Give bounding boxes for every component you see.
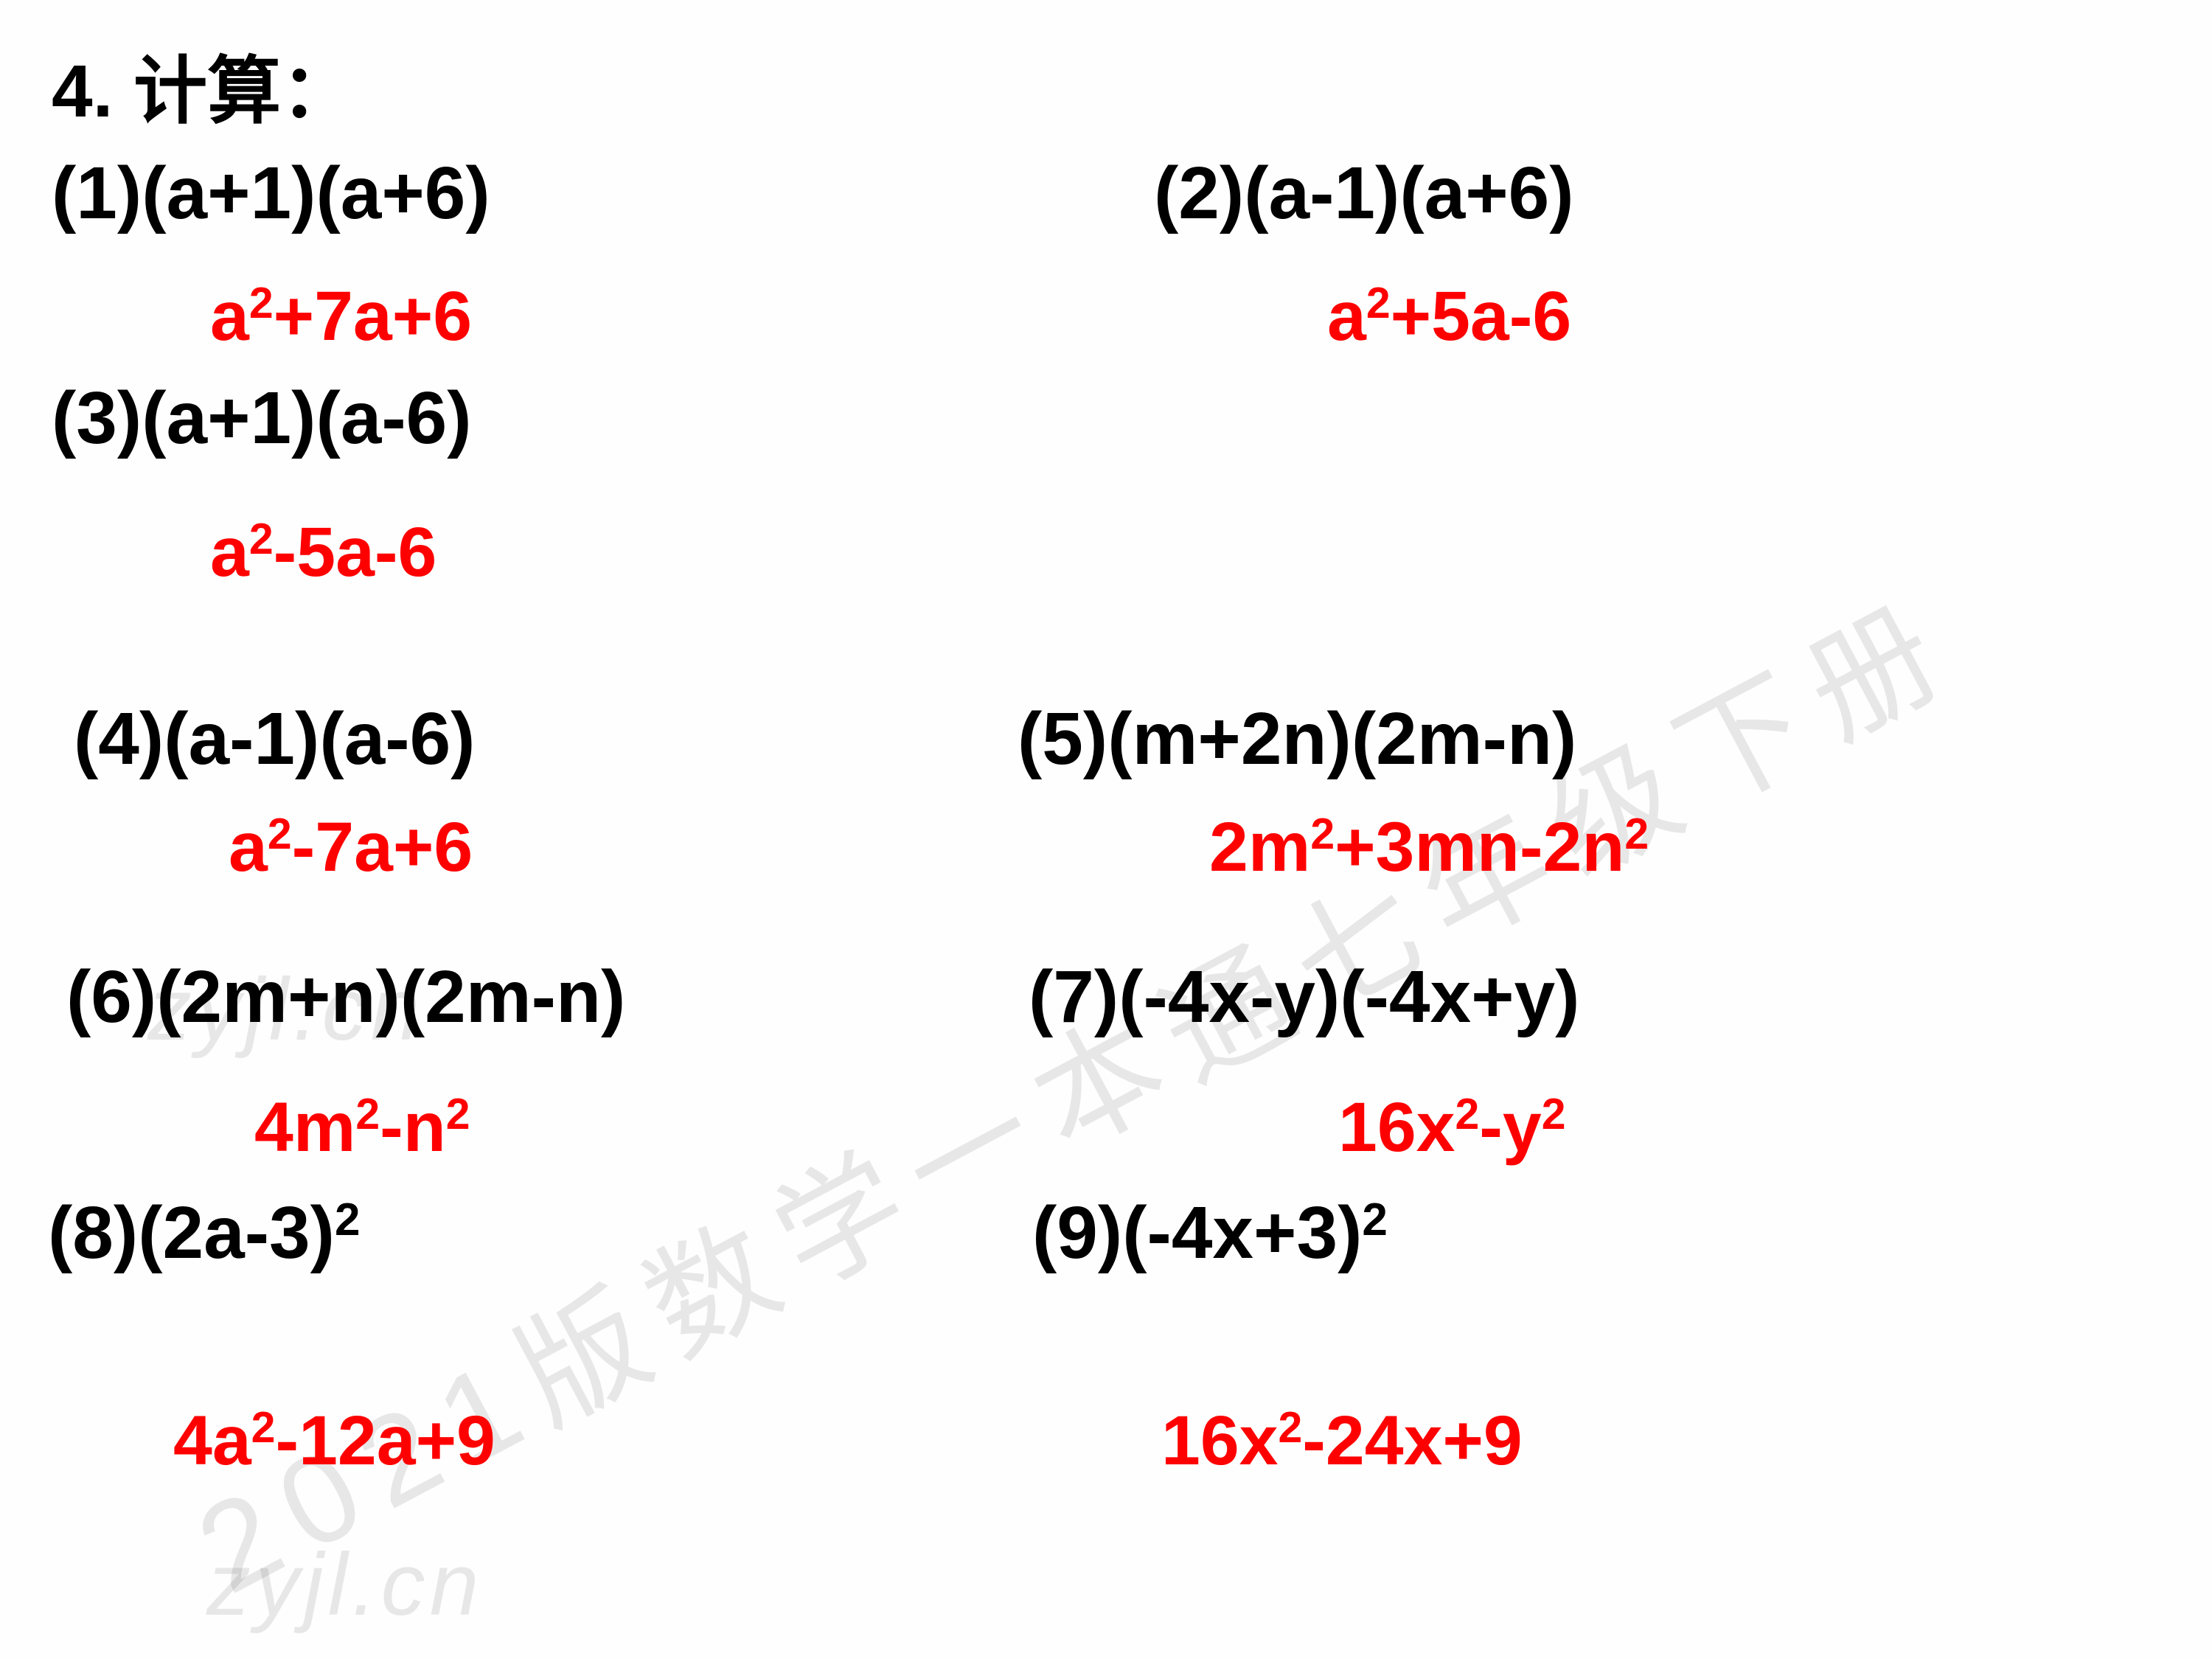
- problem-expression: (m+2n)(2m-n): [1107, 698, 1576, 780]
- problem-1: (1)(a+1)(a+6): [52, 151, 490, 236]
- answer-3: a2-5a-6: [210, 512, 437, 593]
- problem-number: (2): [1154, 152, 1244, 234]
- answer-8: 4a2-12a+9: [173, 1401, 495, 1481]
- problem-expression: (-4x+3)2: [1122, 1192, 1388, 1274]
- problem-expression: (2m+n)(2m-n): [156, 956, 625, 1038]
- watermark-url-2: zyjl.cn: [206, 1534, 483, 1635]
- problem-expression: (a-1)(a+6): [1244, 152, 1573, 234]
- problem-expression: (a+1)(a-6): [142, 377, 471, 459]
- answer-1: a2+7a+6: [210, 276, 472, 357]
- problem-2: (2)(a-1)(a+6): [1154, 151, 1574, 236]
- problem-number: (7): [1029, 956, 1119, 1038]
- problem-expression: (a-1)(a-6): [164, 698, 475, 780]
- problem-9: (9)(-4x+3)2: [1032, 1191, 1388, 1276]
- answer-6: 4m2-n2: [254, 1088, 470, 1168]
- problem-number: (9): [1032, 1192, 1122, 1274]
- answer-7: 16x2-y2: [1338, 1088, 1566, 1168]
- problem-4: (4)(a-1)(a-6): [74, 697, 475, 782]
- problem-number: (1): [52, 152, 142, 234]
- problem-7: (7)(-4x-y)(-4x+y): [1029, 955, 1579, 1040]
- problem-expression: (2a-3)2: [138, 1192, 360, 1274]
- problem-3: (3)(a+1)(a-6): [52, 376, 472, 461]
- problem-number: (5): [1018, 698, 1107, 780]
- problem-expression: (-4x-y)(-4x+y): [1119, 956, 1579, 1038]
- problem-number: (3): [52, 377, 142, 459]
- problem-number: (6): [66, 956, 156, 1038]
- answer-9: 16x2-24x+9: [1161, 1401, 1523, 1481]
- answer-4: a2-7a+6: [229, 807, 473, 888]
- answer-2: a2+5a-6: [1327, 276, 1571, 357]
- problem-number: (4): [74, 698, 164, 780]
- answer-5: 2m2+3mn-2n2: [1209, 807, 1649, 888]
- problem-8: (8)(2a-3)2: [48, 1191, 360, 1276]
- problem-number: (8): [48, 1192, 138, 1274]
- problem-expression: (a+1)(a+6): [142, 152, 490, 234]
- problem-6: (6)(2m+n)(2m-n): [66, 955, 625, 1040]
- exercise-title: 4. 计算：: [52, 31, 355, 138]
- problem-5: (5)(m+2n)(2m-n): [1018, 697, 1576, 782]
